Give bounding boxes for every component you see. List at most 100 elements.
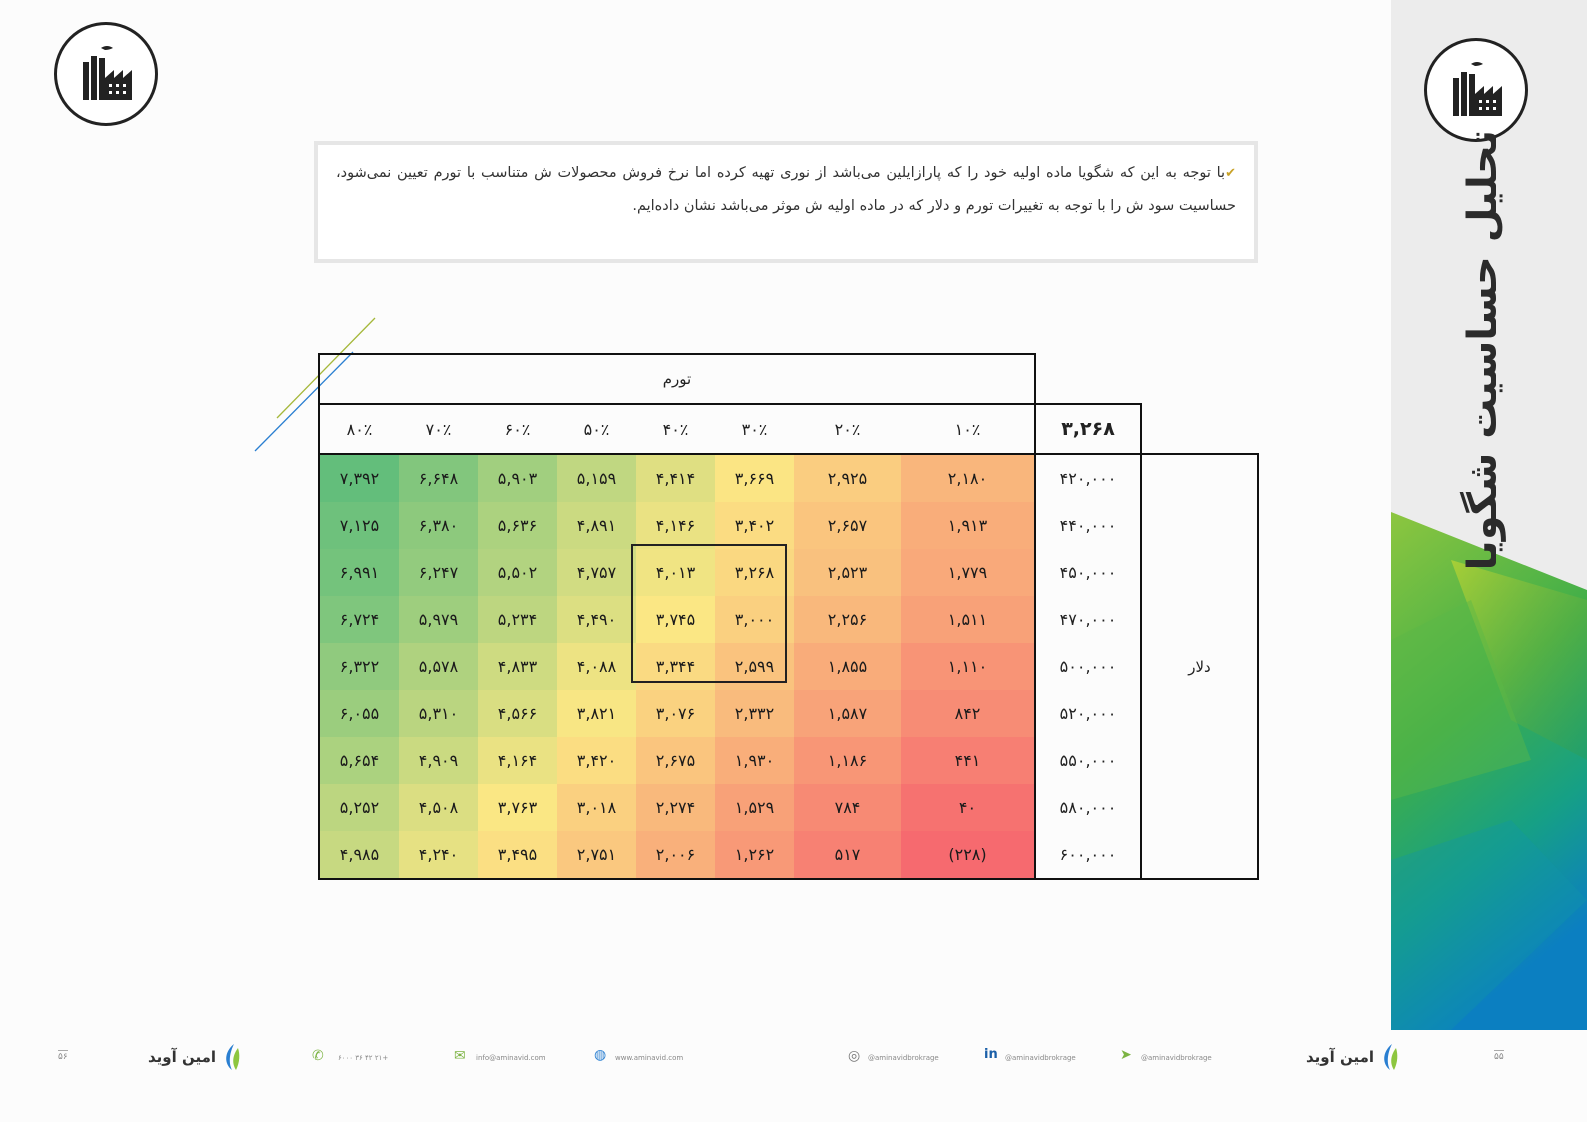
profit-cell: ۱,۵۱۱ [901, 596, 1035, 643]
profit-cell: ۷,۱۲۵ [318, 502, 399, 549]
phone-text: +۲۱ ۴۲ ۳۶ ۶۰۰۰ [338, 1054, 389, 1062]
profit-cell: ۳,۲۶۸ [715, 549, 794, 596]
table-row: ۴۵۰,۰۰۰ ۱,۷۷۹ ۲,۵۲۳ ۳,۲۶۸ ۴,۰۱۳ ۴,۷۵۷ ۵,۵۰۲ ۶,۲… [318, 549, 1258, 596]
profit-cell: ۱,۵۸۷ [794, 690, 901, 737]
instagram-icon: ◎ [848, 1048, 861, 1064]
profit-cell: ۵,۲۵۲ [318, 784, 399, 831]
column-header-6: ۶۰٪ [504, 419, 531, 439]
empty-cell [1141, 354, 1258, 404]
linkedin-text: @aminavidbrokrage [1005, 1054, 1076, 1062]
profit-cell: ۱,۱۱۰ [901, 643, 1035, 690]
side-decor-panel [1391, 0, 1587, 1030]
profit-cell: ۲,۰۰۶ [636, 831, 715, 880]
dollar-rate-cell: ۵۸۰,۰۰۰ [1034, 784, 1142, 831]
profit-cell: ۴,۷۵۷ [557, 549, 636, 596]
dollar-rate-cell: ۴۵۰,۰۰۰ [1034, 549, 1142, 596]
profit-cell: ۳,۴۰۲ [715, 502, 794, 549]
profit-cell: ۴,۲۴۰ [399, 831, 478, 880]
table-body: دلار ۴۲۰,۰۰۰ ۲,۱۸۰ ۲,۹۲۵ ۳,۶۶۹ ۴,۴۱۴ ۵,۱۵۹ ۵,۹۰… [318, 453, 1259, 880]
base-case-highlight [631, 544, 787, 683]
profit-cell: ۴,۱۶۴ [478, 737, 557, 784]
profit-cell: ۲,۷۵۱ [557, 831, 636, 880]
table-row: ۵۰۰,۰۰۰ ۱,۱۱۰ ۱,۸۵۵ ۲,۵۹۹ ۳,۳۴۴ ۴,۰۸۸ ۴,۸۳۳ ۵,۵… [318, 643, 1258, 690]
column-header-8: ۸۰٪ [346, 419, 373, 439]
profit-cell: ۲,۶۷۵ [636, 737, 715, 784]
dollar-rate-cell: ۵۵۰,۰۰۰ [1034, 737, 1142, 784]
profit-cell: ۴,۰۱۳ [636, 549, 715, 596]
factory-icon [1453, 62, 1502, 116]
brand-right: امین آوید [1306, 1042, 1400, 1072]
profit-cell: ۵,۵۰۲ [478, 549, 557, 596]
profit-cell: ۲,۹۲۵ [794, 454, 901, 502]
table-row: ۵۸۰,۰۰۰ ۴۰ ۷۸۴ ۱,۵۲۹ ۲,۲۷۴ ۳,۰۱۸ ۳,۷۶۳ ۴,۵۰۸ ۵,۲… [318, 784, 1258, 831]
brand-mark-icon [1384, 1044, 1398, 1070]
page-number-right: ۵۵ [1494, 1050, 1504, 1062]
profit-cell: (۲۲۸) [901, 831, 1035, 880]
empty-cell [1035, 354, 1141, 404]
profit-cell: ۵,۹۰۳ [478, 454, 557, 502]
profit-cell: ۶,۲۴۷ [399, 549, 478, 596]
profit-cell: ۳,۶۶۹ [715, 454, 794, 502]
footer: ۵۶ امین آوید ✆ +۲۱ ۴۲ ۳۶ ۶۰۰۰ ✉ info@ami… [0, 1030, 1587, 1122]
table-row: ۵۲۰,۰۰۰ ۸۴۲ ۱,۵۸۷ ۲,۳۳۲ ۳,۰۷۶ ۳,۸۲۱ ۴,۵۶۶ ۵,۳۱۰… [318, 690, 1258, 737]
profit-cell: ۴,۴۹۰ [557, 596, 636, 643]
page-number-left: ۵۶ [58, 1050, 68, 1062]
profit-cell: ۸۴۲ [901, 690, 1035, 737]
profit-cell: ۵,۶۵۴ [318, 737, 399, 784]
profit-cell: ۳,۴۲۰ [557, 737, 636, 784]
profit-cell: ۱,۱۸۶ [794, 737, 901, 784]
profit-cell: ۵۱۷ [794, 831, 901, 880]
profit-cell: ۲,۳۳۲ [715, 690, 794, 737]
instagram-text: @aminavidbrokrage [868, 1054, 939, 1062]
email-icon: ✉ [454, 1048, 466, 1064]
profit-cell: ۶,۳۲۲ [318, 643, 399, 690]
telegram-icon: ➤ [1120, 1047, 1132, 1063]
profit-cell: ۷,۳۹۲ [318, 454, 399, 502]
dollar-rate-cell: ۵۲۰,۰۰۰ [1034, 690, 1142, 737]
phone-icon: ✆ [312, 1048, 324, 1064]
profit-cell: ۶,۳۸۰ [399, 502, 478, 549]
profit-cell: ۶,۷۲۴ [318, 596, 399, 643]
profit-cell: ۱,۹۳۰ [715, 737, 794, 784]
brand-mark-icon [226, 1044, 240, 1070]
profit-cell: ۱,۵۲۹ [715, 784, 794, 831]
dollar-rate-cell: ۴۴۰,۰۰۰ [1034, 502, 1142, 549]
profit-cell: ۴,۰۸۸ [557, 643, 636, 690]
column-header-1: ۱۰٪ [954, 419, 981, 439]
profit-cell: ۵,۶۳۶ [478, 502, 557, 549]
profit-cell: ۴,۹۰۹ [399, 737, 478, 784]
linkedin-icon: in [984, 1047, 998, 1062]
column-headers: ۱۰٪ ۲۰٪ ۳۰٪ ۴۰٪ ۵۰٪ ۶۰٪ ۷۰٪ ۸۰٪ [318, 403, 1036, 455]
table-row: دلار ۴۲۰,۰۰۰ ۲,۱۸۰ ۲,۹۲۵ ۳,۶۶۹ ۴,۴۱۴ ۵,۱۵۹ ۵,۹۰… [318, 453, 1259, 880]
profit-cell: ۳,۰۰۰ [715, 596, 794, 643]
profit-cell: ۷۸۴ [794, 784, 901, 831]
description-box: ✔با توجه به این که شگویا ماده اولیه خود … [314, 141, 1258, 263]
profit-cell: ۴,۱۴۶ [636, 502, 715, 549]
profit-cell: ۵,۲۳۴ [478, 596, 557, 643]
page-title: تحلیل حساسیت شگویا [1428, 130, 1538, 570]
factory-icon [83, 46, 132, 100]
dollar-rate-cell: ۴۲۰,۰۰۰ [1034, 454, 1142, 502]
profit-cell: ۲,۶۵۷ [794, 502, 901, 549]
profit-cell: ۵,۵۷۸ [399, 643, 478, 690]
inflation-header: تورم [318, 353, 1036, 405]
table-row: ۴۷۰,۰۰۰ ۱,۵۱۱ ۲,۲۵۶ ۳,۰۰۰ ۳,۷۴۵ ۴,۴۹۰ ۵,۲۳۴ ۵,۹… [318, 596, 1258, 643]
profit-cell: ۴,۵۰۸ [399, 784, 478, 831]
profit-cell: ۱,۲۶۲ [715, 831, 794, 880]
brand-left: امین آوید [148, 1042, 242, 1072]
profit-cell: ۴,۹۸۵ [318, 831, 399, 880]
profit-cell: ۴,۵۶۶ [478, 690, 557, 737]
page-title-text: تحلیل حساسیت شگویا [1460, 129, 1506, 571]
column-header-3: ۳۰٪ [741, 419, 768, 439]
profit-cell: ۳,۰۷۶ [636, 690, 715, 737]
dollar-rate-cell: ۵۰۰,۰۰۰ [1034, 643, 1142, 690]
profit-cell: ۵,۳۱۰ [399, 690, 478, 737]
brand-name: امین آوید [1306, 1048, 1375, 1066]
table-row: ۴۴۰,۰۰۰ ۱,۹۱۳ ۲,۶۵۷ ۳,۴۰۲ ۴,۱۴۶ ۴,۸۹۱ ۵,۶۳۶ ۶,۳… [318, 502, 1258, 549]
dollar-label: دلار [1140, 453, 1259, 880]
profit-cell: ۶,۰۵۵ [318, 690, 399, 737]
column-header-2: ۲۰٪ [834, 419, 861, 439]
table-row: ۵۵۰,۰۰۰ ۴۴۱ ۱,۱۸۶ ۱,۹۳۰ ۲,۶۷۵ ۳,۴۲۰ ۴,۱۶۴ ۴,۹۰۹… [318, 737, 1258, 784]
profit-cell: ۱,۷۷۹ [901, 549, 1035, 596]
profit-cell: ۱,۹۱۳ [901, 502, 1035, 549]
